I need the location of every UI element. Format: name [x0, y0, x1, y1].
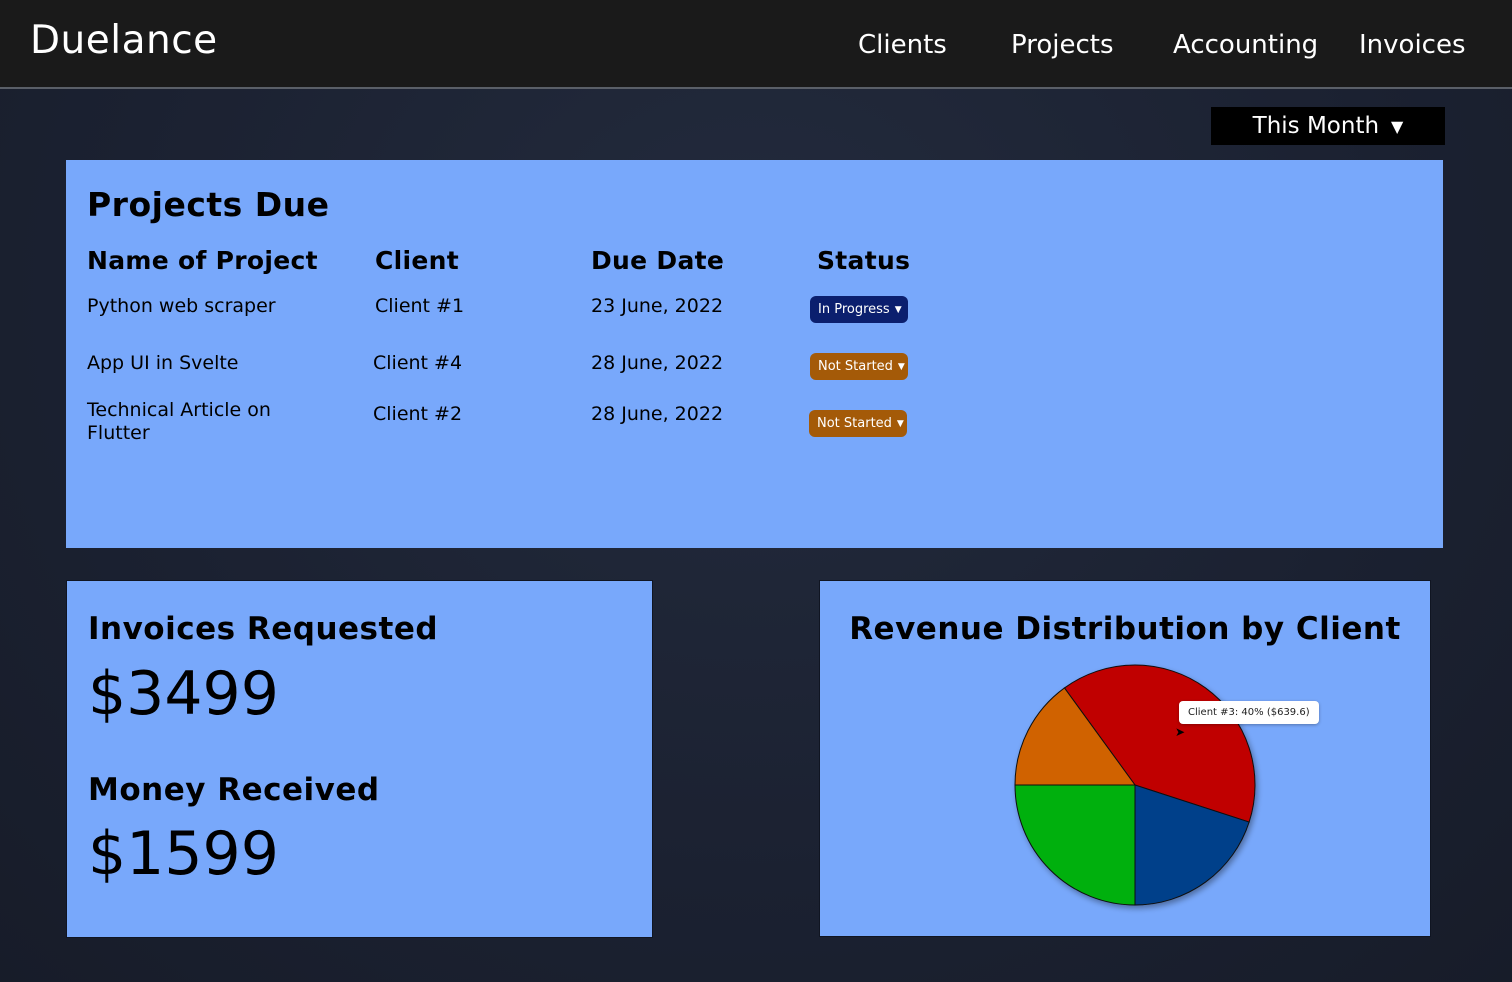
pie-slice-2[interactable] — [1134, 784, 1250, 906]
status-dropdown[interactable]: Not Started ▼ — [810, 353, 908, 380]
column-header-due-date: Due Date — [591, 246, 725, 275]
nav-invoices[interactable]: Invoices — [1359, 30, 1466, 60]
projects-due-title: Projects Due — [87, 185, 330, 224]
brand-logo[interactable]: Duelance — [30, 18, 218, 63]
status-dropdown[interactable]: In Progress ▼ — [810, 296, 908, 323]
pie-slice-4[interactable] — [1014, 687, 1136, 786]
top-navbar: Duelance Clients Projects Accounting Inv… — [0, 0, 1512, 89]
column-header-client: Client — [375, 246, 459, 275]
project-name: App UI in Svelte — [87, 352, 239, 374]
status-label: Not Started — [817, 416, 892, 431]
caret-down-icon: ▼ — [897, 361, 905, 372]
caret-down-icon: ▼ — [1391, 116, 1404, 136]
invoices-requested-value: $3499 — [88, 659, 279, 729]
status-label: In Progress — [818, 302, 890, 317]
project-client: Client #4 — [373, 352, 463, 374]
pie-slice-3[interactable] — [1014, 784, 1136, 906]
column-header-status: Status — [817, 246, 911, 275]
caret-down-icon: ▼ — [896, 418, 904, 429]
project-name: Technical Article on Flutter — [87, 399, 271, 444]
period-dropdown[interactable]: This Month ▼ — [1211, 107, 1445, 145]
cursor-icon: ➤ — [1175, 725, 1186, 739]
invoices-requested-label: Invoices Requested — [88, 611, 439, 647]
status-label: Not Started — [818, 359, 893, 374]
project-client: Client #1 — [375, 295, 465, 317]
column-header-project: Name of Project — [87, 246, 318, 275]
status-dropdown[interactable]: Not Started ▼ — [809, 410, 907, 437]
invoices-card: Invoices Requested $3499 Money Received … — [66, 580, 653, 938]
nav-clients[interactable]: Clients — [858, 30, 947, 60]
project-client: Client #2 — [373, 403, 463, 425]
nav-accounting[interactable]: Accounting — [1173, 30, 1319, 60]
caret-down-icon: ▼ — [894, 304, 902, 315]
revenue-chart-title: Revenue Distribution by Client — [849, 611, 1401, 647]
project-due-date: 28 June, 2022 — [591, 352, 724, 374]
project-name: Python web scraper — [87, 295, 276, 317]
revenue-pie-chart — [1014, 664, 1256, 906]
project-due-date: 28 June, 2022 — [591, 403, 724, 425]
money-received-value: $1599 — [88, 819, 279, 889]
money-received-label: Money Received — [88, 772, 380, 808]
project-due-date: 23 June, 2022 — [591, 295, 724, 317]
revenue-card: Revenue Distribution by Client Client #3… — [819, 580, 1431, 937]
pie-tooltip: Client #3: 40% ($639.6) — [1179, 701, 1319, 724]
projects-due-card: Projects Due Name of Project Client Due … — [66, 160, 1443, 548]
nav-projects[interactable]: Projects — [1011, 30, 1114, 60]
period-label: This Month — [1252, 113, 1380, 139]
